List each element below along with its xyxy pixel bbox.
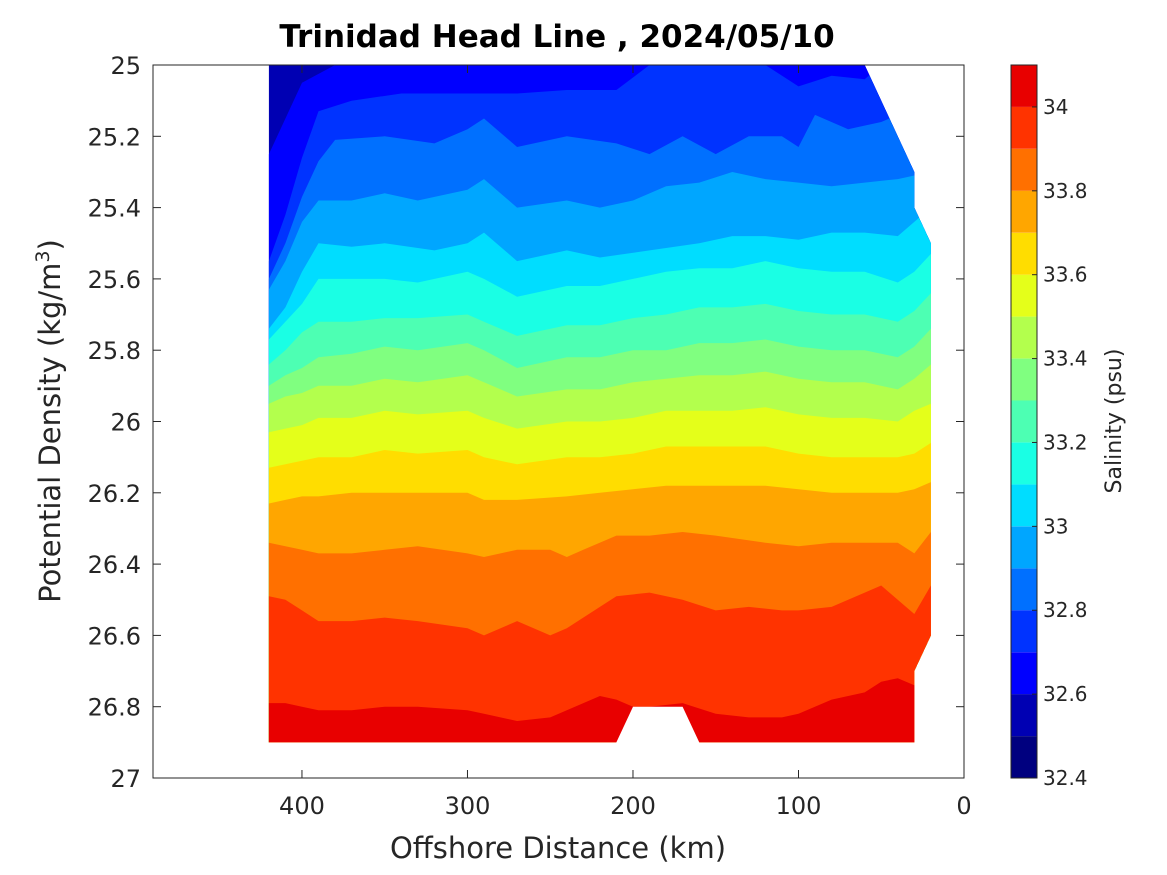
y-tick-label: 26.8 xyxy=(88,694,141,722)
colorbar-swatch xyxy=(1011,484,1037,527)
colorbar-tick-label: 32.6 xyxy=(1043,682,1088,706)
contour-bands xyxy=(268,65,931,743)
y-axis-label-superscript: 3 xyxy=(32,250,54,262)
colorbar-swatch xyxy=(1011,652,1037,695)
bottom-data-gap xyxy=(616,706,700,746)
colorbar-ticks: 32.4 32.6 32.8 33 33.2 33.4 33.6 33.8 34 xyxy=(1032,95,1088,790)
colorbar-swatch xyxy=(1011,190,1037,233)
colorbar-swatch xyxy=(1011,65,1037,107)
colorbar-swatch xyxy=(1011,610,1037,653)
colorbar-swatch xyxy=(1011,694,1037,736)
contour-band xyxy=(268,678,931,743)
x-tick-label: 0 xyxy=(956,792,971,820)
colorbar-swatch xyxy=(1011,568,1037,611)
y-axis-label-main: Potential Density (kg/m xyxy=(33,263,67,603)
colorbar-swatch xyxy=(1011,274,1037,317)
colorbar-tick-label: 33 xyxy=(1043,514,1068,538)
y-tick-label: 26.4 xyxy=(88,551,141,579)
x-tick-label: 100 xyxy=(776,792,822,820)
colorbar-tick-label: 33.2 xyxy=(1043,430,1088,454)
colorbar-tick-label: 33.8 xyxy=(1043,179,1088,203)
x-tick-label: 400 xyxy=(279,792,325,820)
x-tick-label: 300 xyxy=(445,792,491,820)
y-tick-label: 26.6 xyxy=(88,622,141,650)
y-tick-label: 25.8 xyxy=(88,337,141,365)
y-tick-label: 25.2 xyxy=(88,123,141,151)
y-axis-ticks: 25 25.2 25.4 25.6 25.8 26 26.2 26.4 26.6 26.8 27 xyxy=(88,52,964,793)
colorbar-tick-label: 32.4 xyxy=(1043,766,1088,790)
y-tick-label: 25.4 xyxy=(88,195,141,223)
y-tick-label: 26.2 xyxy=(88,480,141,508)
colorbar-tick-label: 33.4 xyxy=(1043,347,1088,371)
x-axis-ticks: 400 300 200 100 0 xyxy=(279,65,972,820)
y-tick-label: 25 xyxy=(110,52,141,80)
y-tick-label: 26 xyxy=(110,409,141,437)
colorbar-swatch xyxy=(1011,316,1037,359)
y-tick-label: 27 xyxy=(110,765,141,793)
colorbar-tick-label: 33.6 xyxy=(1043,263,1088,287)
colorbar-tick-label: 32.8 xyxy=(1043,598,1088,622)
colorbar-tick-label: 34 xyxy=(1043,95,1068,119)
colorbar-swatch xyxy=(1011,148,1037,191)
y-axis-label-close: ) xyxy=(33,239,67,250)
chart-title: Trinidad Head Line , 2024/05/10 xyxy=(279,19,834,55)
x-axis-label: Offshore Distance (km) xyxy=(390,831,726,865)
y-tick-label: 25.6 xyxy=(88,266,141,294)
colorbar-swatch xyxy=(1011,400,1037,443)
colorbar-label: Salinity (psu) xyxy=(1102,349,1127,494)
y-axis-label: Potential Density (kg/m3) xyxy=(32,239,67,603)
colorbar: 32.4 32.6 32.8 33 33.2 33.4 33.6 33.8 34 xyxy=(1010,64,1088,790)
colorbar-swatches xyxy=(1011,65,1037,778)
colorbar-swatch xyxy=(1011,106,1037,149)
colorbar-swatch xyxy=(1011,232,1037,275)
plot-area: 400 300 200 100 0 25 25.2 25.4 25.6 25.8 26 26.2 26… xyxy=(88,52,972,820)
colorbar-swatch xyxy=(1011,358,1037,401)
x-tick-label: 200 xyxy=(610,792,656,820)
colorbar-swatch xyxy=(1011,526,1037,569)
colorbar-swatch xyxy=(1011,442,1037,485)
colorbar-swatch xyxy=(1011,736,1037,778)
colorbar-frame xyxy=(1010,64,1038,779)
